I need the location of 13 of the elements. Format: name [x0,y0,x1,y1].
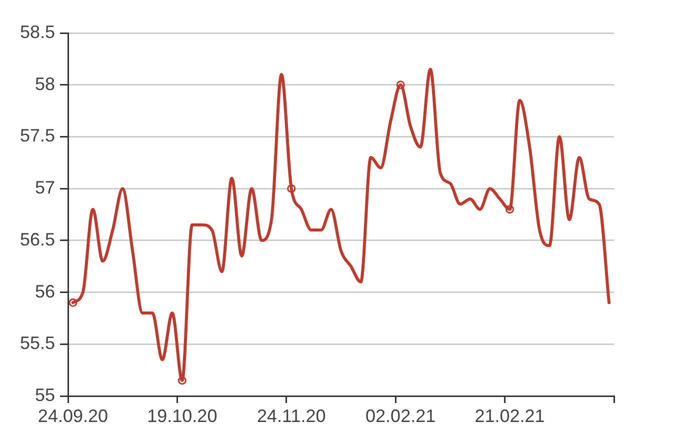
y-tick-label: 57.5 [20,126,55,146]
y-tick-label: 56 [34,281,55,302]
y-tick-label: 58 [34,74,55,94]
y-tick-label: 56.5 [20,229,55,250]
y-tick-label: 58.5 [20,22,55,42]
x-tick-label: 19.10.20 [147,406,218,426]
y-tick-label: 55 [34,384,55,405]
x-tick-label: 24.11.20 [256,406,326,426]
x-tick-label: 24.09.20 [38,406,108,426]
x-tick-label: 02.02.21 [366,406,436,426]
x-tick-label: 21.02.21 [474,406,545,426]
y-tick-label: 55.5 [20,333,55,354]
y-tick-label: 57 [34,178,55,198]
